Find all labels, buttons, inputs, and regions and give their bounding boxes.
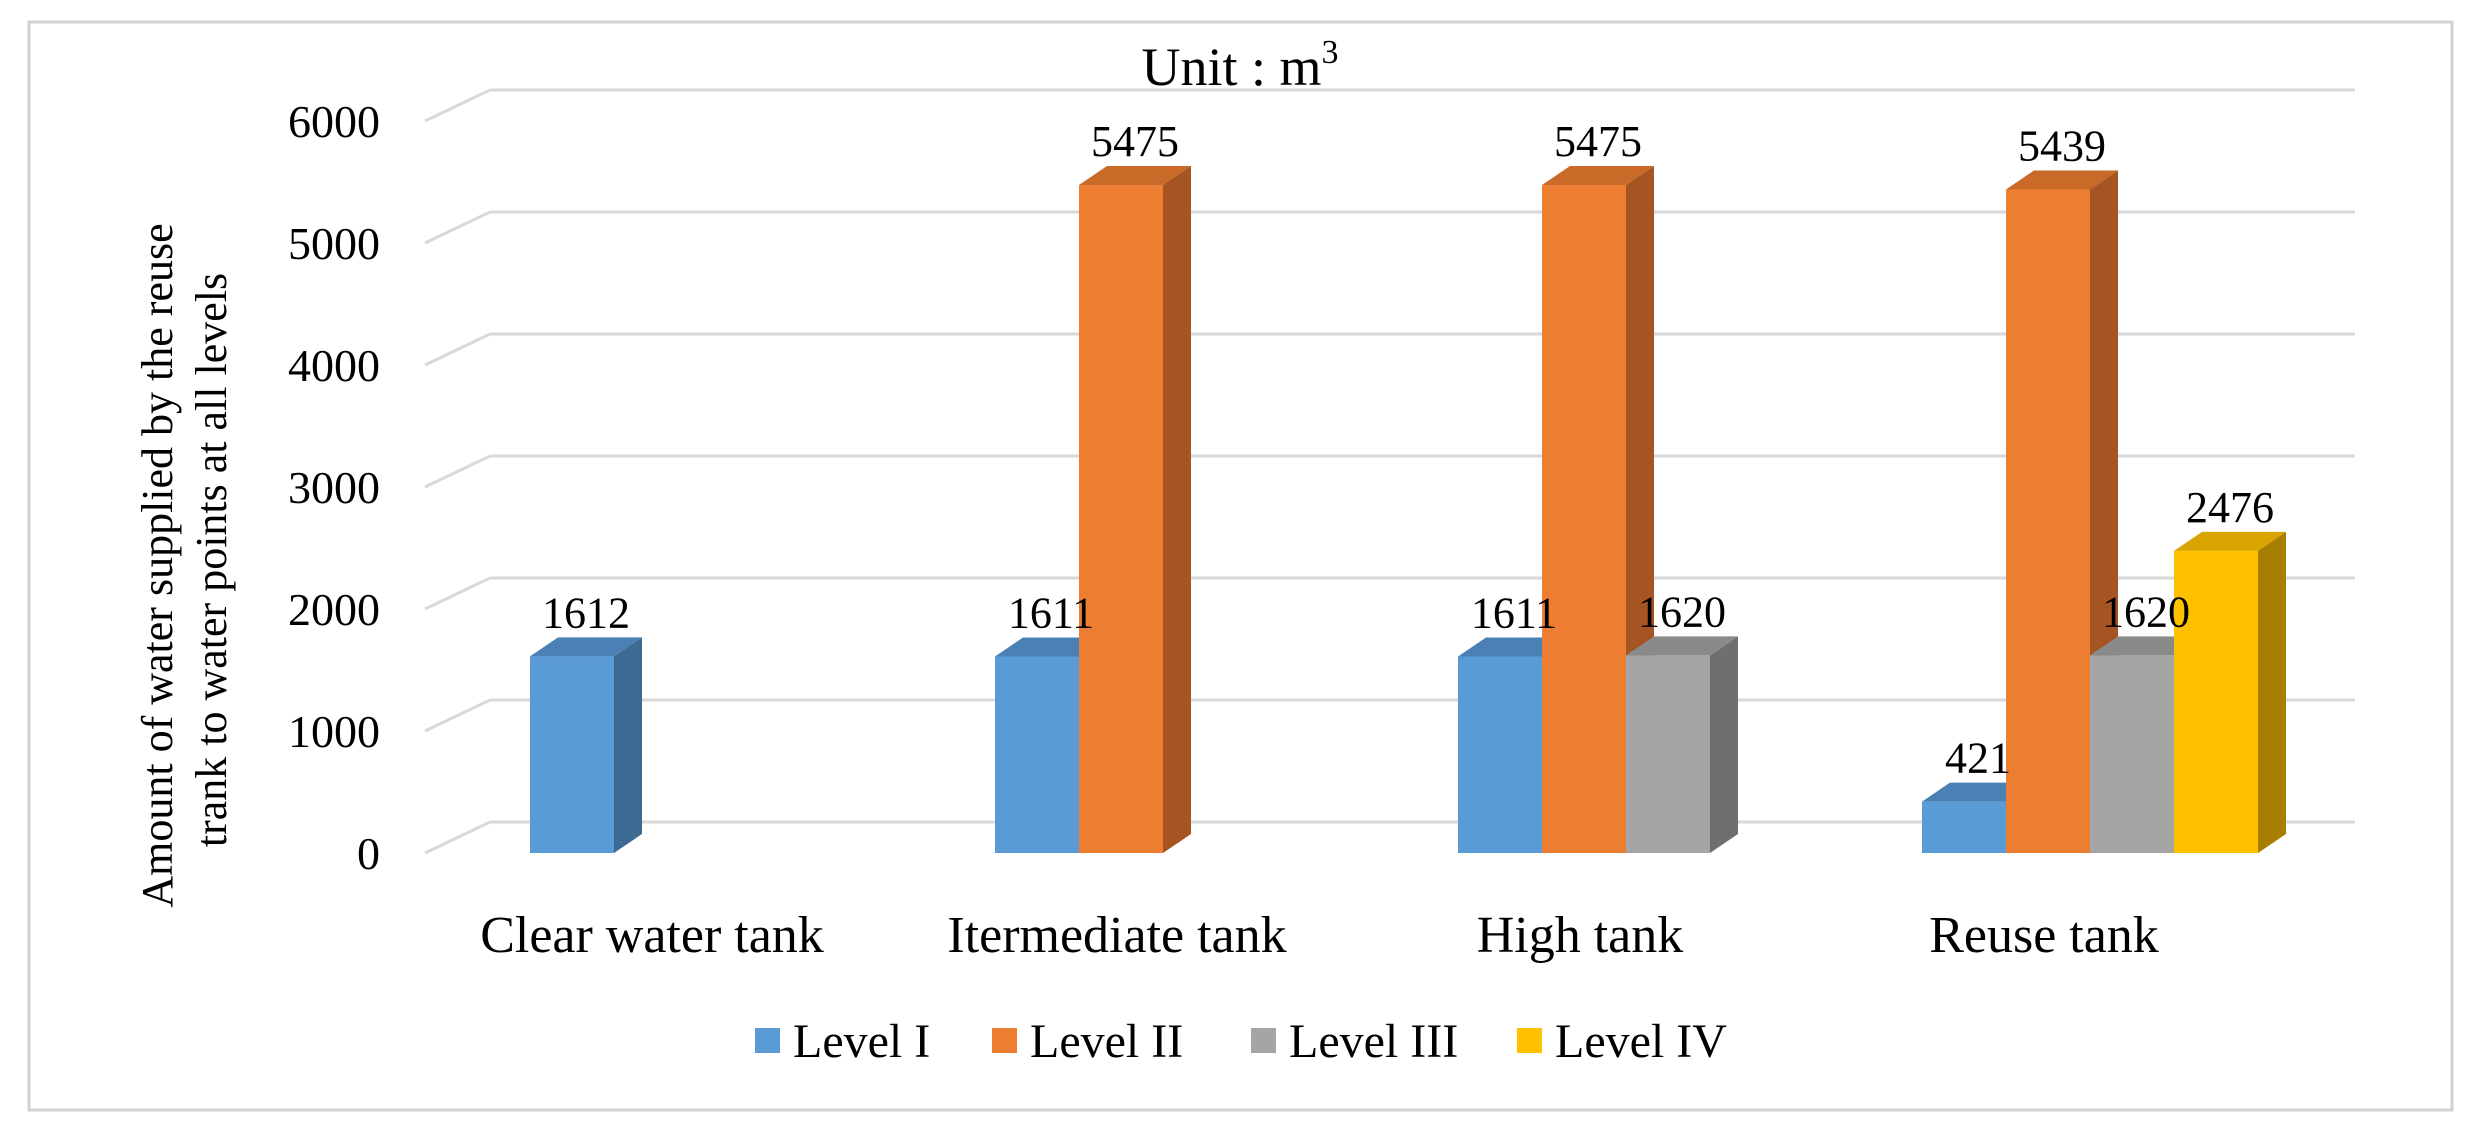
data-label: 1611 <box>1008 588 1094 637</box>
category-label: Itermediate tank <box>947 907 1286 964</box>
bar-front-face <box>1079 185 1163 854</box>
legend-label: Level IV <box>1555 1015 1727 1068</box>
bar-front-face <box>530 656 614 853</box>
bar-front-face <box>1542 185 1626 854</box>
bar-side-face <box>614 637 642 853</box>
x-axis-categories: Clear water tank Itermediate tank High tan… <box>480 907 2159 964</box>
bar-front-face <box>2174 550 2258 853</box>
data-label: 1620 <box>1638 587 1726 636</box>
legend-item: Level IV <box>1517 1015 1727 1068</box>
bars <box>530 166 2286 854</box>
chart-title-superscript: 3 <box>1322 34 1339 71</box>
bar-top-face <box>2006 170 2118 190</box>
y-tick-label: 0 <box>357 828 380 879</box>
legend-swatch <box>992 1028 1017 1053</box>
y-tick-label: 4000 <box>288 340 380 391</box>
legend-item: Level III <box>1251 1015 1458 1068</box>
data-label: 2476 <box>2186 483 2274 532</box>
chart-title-text: Unit : m <box>1141 37 1321 97</box>
bar <box>530 637 642 853</box>
bar-side-face <box>1710 636 1738 853</box>
gridline-diagonal <box>424 698 491 733</box>
data-labels: 1612 1611 5475 1611 5475 1620 421 5439 1620 2476 <box>542 117 2274 783</box>
bar-front-face <box>995 656 1079 853</box>
bar <box>2006 170 2118 853</box>
category-label: Clear water tank <box>480 907 824 964</box>
bar-front-face <box>1626 655 1710 853</box>
y-axis-ticks: 0 1000 2000 3000 4000 5000 6000 <box>288 96 380 879</box>
legend-swatch <box>1517 1028 1542 1053</box>
bar-side-face <box>2258 531 2286 853</box>
y-axis-label-line2: trank to water points at all levels <box>187 273 236 847</box>
bar-front-face <box>2090 655 2174 853</box>
y-axis-label-line1: Amount of water supplied by the reuse <box>133 223 182 907</box>
legend: Level I Level II Level III Level IV <box>755 1015 1727 1068</box>
data-label: 5439 <box>2018 121 2106 170</box>
data-label: 1612 <box>542 588 630 637</box>
legend-swatch <box>755 1028 780 1053</box>
bar-front-face <box>2006 189 2090 853</box>
data-label: 5475 <box>1091 117 1179 166</box>
gridline-diagonal <box>424 332 491 367</box>
y-tick-label: 1000 <box>288 706 380 757</box>
gridline-diagonal <box>424 820 491 855</box>
gridline-diagonal <box>424 576 491 611</box>
data-label: 421 <box>1945 734 2011 783</box>
y-tick-label: 2000 <box>288 584 380 635</box>
legend-label: Level II <box>1030 1015 1183 1068</box>
bar <box>1626 636 1738 853</box>
legend-swatch <box>1251 1028 1276 1053</box>
gridline-diagonal <box>424 88 491 123</box>
bar-top-face <box>1079 166 1191 186</box>
bar-front-face <box>1922 801 2006 853</box>
gridline-diagonal <box>424 454 491 489</box>
bar-top-face <box>2174 531 2286 551</box>
category-label: Reuse tank <box>1929 907 2159 964</box>
legend-item: Level I <box>755 1015 930 1068</box>
chart-title: Unit : m3 <box>1141 34 1338 97</box>
bar <box>2174 531 2286 853</box>
bar-side-face <box>1163 166 1191 854</box>
y-axis-label: Amount of water supplied by the reuse tr… <box>133 212 236 907</box>
data-label: 5475 <box>1554 117 1642 166</box>
data-label: 1620 <box>2102 587 2190 636</box>
data-label: 1611 <box>1471 588 1557 637</box>
category-label: High tank <box>1477 907 1684 964</box>
y-tick-label: 3000 <box>288 462 380 513</box>
bar-top-face <box>530 637 642 657</box>
bar-top-face <box>1626 636 1738 656</box>
bar <box>1079 166 1191 854</box>
bar-top-face <box>1542 166 1654 186</box>
legend-label: Level I <box>793 1015 930 1068</box>
gridline-diagonal <box>424 210 491 245</box>
y-tick-label: 5000 <box>288 218 380 269</box>
legend-item: Level II <box>992 1015 1183 1068</box>
legend-label: Level III <box>1289 1015 1458 1068</box>
y-tick-label: 6000 <box>288 96 380 147</box>
bar-front-face <box>1458 656 1542 853</box>
